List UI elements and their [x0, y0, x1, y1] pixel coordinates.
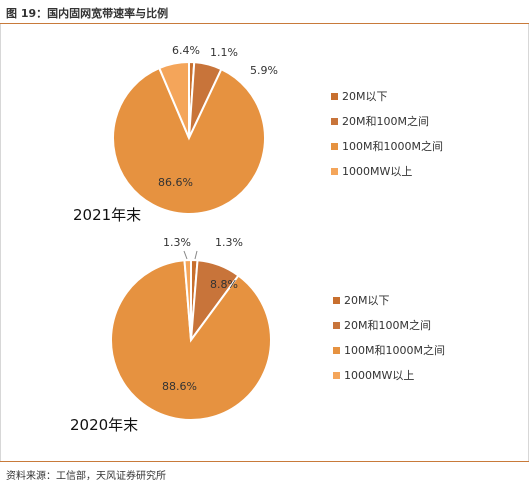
pie-0-legend-label-2: 100M和1000M之间 — [342, 139, 443, 153]
pie-0-year-label: 2021年末 — [73, 206, 141, 224]
pie-1-data-label-3: 1.3% — [163, 236, 191, 249]
pie-0-data-label-1: 5.9% — [250, 64, 278, 77]
pie-1-legend-label-1: 20M和100M之间 — [344, 318, 431, 332]
header-divider — [0, 23, 529, 24]
pie-1-slice-2 — [110, 259, 272, 422]
figure-title: 图 19：国内固网宽带速率与比例 — [6, 7, 169, 20]
pie-0-legend-label-0: 20M以下 — [342, 90, 388, 103]
pie-1-leader-0 — [194, 250, 198, 260]
pie-1-year-label: 2020年末 — [70, 416, 138, 434]
pie-0-legend-swatch-2 — [331, 143, 338, 150]
footer-divider — [0, 461, 529, 462]
pie-1-legend-swatch-3 — [333, 372, 340, 379]
pie-0-legend-label-3: 1000MW以上 — [342, 165, 412, 178]
pie-1-legend-swatch-1 — [333, 322, 340, 329]
pie-1-legend-label-0: 20M以下 — [344, 294, 390, 307]
pie-1-legend-swatch-0 — [333, 297, 340, 304]
pie-0-legend-label-1: 20M和100M之间 — [342, 114, 429, 128]
pie-0-data-label-3: 6.4% — [172, 44, 200, 57]
pie-0-legend-swatch-1 — [331, 118, 338, 125]
pie-0-data-label-0: 1.1% — [210, 46, 238, 59]
figure-header: 图 19：国内固网宽带速率与比例 — [0, 0, 529, 24]
pie-1-legend-label-2: 100M和1000M之间 — [344, 343, 445, 357]
pie-1-slice-3 — [183, 258, 192, 341]
pie-1-legend-swatch-2 — [333, 347, 340, 354]
pie-0-slice-3 — [157, 60, 190, 139]
pie-0-slice-2 — [112, 66, 266, 215]
pie-1-data-label-2: 88.6% — [162, 380, 197, 393]
pie-1-data-label-0: 1.3% — [215, 236, 243, 249]
pie-1-legend-label-3: 1000MW以上 — [344, 369, 414, 382]
pie-0-legend-swatch-3 — [331, 168, 338, 175]
pie-0-data-label-2: 86.6% — [158, 176, 193, 189]
pie-0-legend-swatch-0 — [331, 93, 338, 100]
pie-1-data-label-1: 8.8% — [210, 278, 238, 291]
source-note: 资料来源：工信部，天风证券研究所 — [6, 471, 166, 482]
pie-1-leader-3 — [183, 250, 188, 260]
